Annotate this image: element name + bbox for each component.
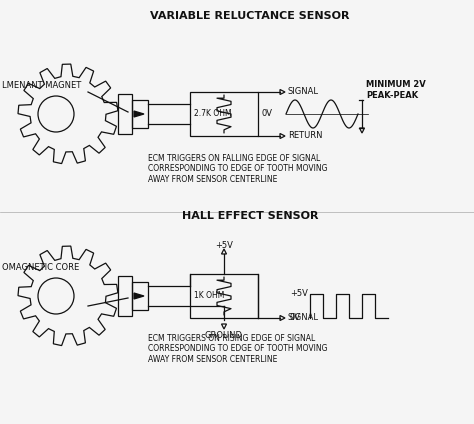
Text: +5V: +5V [290, 290, 308, 298]
Text: GROUND: GROUND [205, 332, 243, 340]
Text: ECM TRIGGERS ON RISING EDGE OF SIGNAL
CORRESPONDING TO EDGE OF TOOTH MOVING
AWAY: ECM TRIGGERS ON RISING EDGE OF SIGNAL CO… [148, 334, 328, 364]
Polygon shape [134, 293, 144, 299]
Bar [118, 276, 132, 316]
Text: 0V: 0V [262, 109, 273, 118]
Text: MINIMUM 2V
PEAK-PEAK: MINIMUM 2V PEAK-PEAK [366, 80, 426, 100]
Text: ECM TRIGGERS ON FALLING EDGE OF SIGNAL
CORRESPONDING TO EDGE OF TOOTH MOVING
AWA: ECM TRIGGERS ON FALLING EDGE OF SIGNAL C… [148, 154, 328, 184]
Bar [190, 92, 258, 136]
Text: +5V: +5V [215, 242, 233, 251]
Text: OMAGNETIC CORE: OMAGNETIC CORE [2, 263, 79, 273]
Bar [118, 94, 132, 134]
Polygon shape [134, 111, 144, 117]
Text: 0V: 0V [290, 313, 301, 323]
Text: 1K OHM: 1K OHM [194, 292, 224, 301]
Bar [132, 100, 148, 128]
Bar [132, 282, 148, 310]
Text: SIGNAL: SIGNAL [288, 87, 319, 97]
Text: 2.7K OHM: 2.7K OHM [194, 109, 232, 118]
Text: RETURN: RETURN [288, 131, 322, 140]
Text: LMENANT MAGNET: LMENANT MAGNET [2, 81, 81, 90]
Text: VARIABLE RELUCTANCE SENSOR: VARIABLE RELUCTANCE SENSOR [150, 11, 350, 21]
Bar [190, 274, 258, 318]
Text: SIGNAL: SIGNAL [288, 313, 319, 323]
Text: HALL EFFECT SENSOR: HALL EFFECT SENSOR [182, 211, 318, 221]
